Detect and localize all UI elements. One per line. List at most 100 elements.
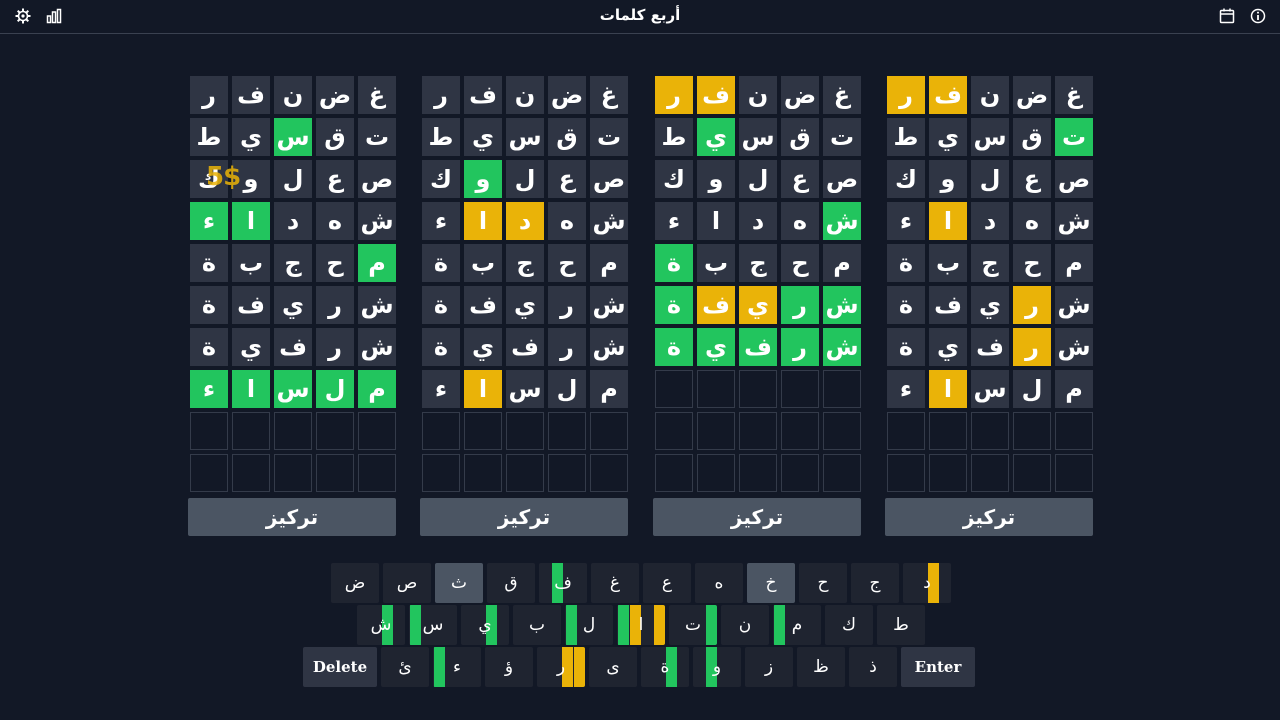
letter-tile: ج: [506, 244, 544, 282]
letter-tile: ص: [823, 160, 861, 198]
key[interactable]: ا: [617, 605, 665, 645]
stats-icon[interactable]: [46, 8, 62, 24]
letter-tile: ش: [590, 202, 628, 240]
letter-tile: ة: [190, 328, 228, 366]
delete-key[interactable]: Delete: [303, 647, 377, 687]
key[interactable]: ه: [695, 563, 743, 603]
empty-tile: [274, 454, 312, 492]
key[interactable]: ض: [331, 563, 379, 603]
letter-tile: ص: [358, 160, 396, 198]
key[interactable]: ف: [539, 563, 587, 603]
key[interactable]: ئ: [381, 647, 429, 687]
empty-tile: [464, 454, 502, 492]
key[interactable]: ي: [461, 605, 509, 645]
key-label: ع: [661, 573, 673, 593]
letter-tile: ي: [232, 328, 270, 366]
letter-tile: ح: [1013, 244, 1051, 282]
key[interactable]: ن: [721, 605, 769, 645]
focus-button[interactable]: تركيز: [188, 498, 396, 536]
key[interactable]: ظ: [797, 647, 845, 687]
empty-tile: [781, 454, 819, 492]
letter-tile: ي: [697, 118, 735, 156]
focus-button[interactable]: تركيز: [653, 498, 861, 536]
letter-tile: ر: [316, 286, 354, 324]
key[interactable]: ب: [513, 605, 561, 645]
key[interactable]: ذ: [849, 647, 897, 687]
letter-tile: ب: [697, 244, 735, 282]
letter-tile: س: [506, 370, 544, 408]
key[interactable]: غ: [591, 563, 639, 603]
calendar-icon[interactable]: [1219, 8, 1235, 24]
key-board-2-marker: [562, 647, 573, 687]
letter-tile: ر: [1013, 328, 1051, 366]
empty-tile: [1013, 412, 1051, 450]
key[interactable]: ء: [433, 647, 481, 687]
letter-tile: ق: [781, 118, 819, 156]
key-label: ئ: [398, 657, 412, 677]
key[interactable]: ك: [825, 605, 873, 645]
key[interactable]: ل: [565, 605, 613, 645]
key[interactable]: ؤ: [485, 647, 533, 687]
key[interactable]: ط: [877, 605, 925, 645]
key-label: ي: [478, 615, 492, 635]
letter-tile: ك: [887, 160, 925, 198]
empty-tile: [1055, 412, 1093, 450]
key[interactable]: خ: [747, 563, 795, 603]
key[interactable]: ر: [537, 647, 585, 687]
key[interactable]: ت: [669, 605, 717, 645]
letter-tile: ب: [232, 244, 270, 282]
letter-tile: ض: [781, 76, 819, 114]
letter-tile: ش: [358, 328, 396, 366]
letter-tile: ع: [548, 160, 586, 198]
key[interactable]: ش: [357, 605, 405, 645]
key[interactable]: ز: [745, 647, 793, 687]
key[interactable]: م: [773, 605, 821, 645]
empty-tile: [1013, 454, 1051, 492]
key[interactable]: ى: [589, 647, 637, 687]
letter-tile: ا: [929, 202, 967, 240]
key-label: ث: [451, 573, 468, 593]
info-icon[interactable]: [1250, 8, 1266, 24]
letter-tile: ت: [358, 118, 396, 156]
key[interactable]: ع: [643, 563, 691, 603]
key-board-1-marker: [706, 605, 717, 645]
empty-tile: [739, 370, 777, 408]
key-label: ه: [714, 573, 724, 593]
enter-key[interactable]: Enter: [901, 647, 975, 687]
key-label: ر: [556, 657, 566, 677]
letter-tile: ش: [823, 328, 861, 366]
key[interactable]: ج: [851, 563, 899, 603]
settings-icon[interactable]: [15, 8, 31, 24]
letter-tile: ش: [358, 202, 396, 240]
key[interactable]: ص: [383, 563, 431, 603]
letter-tile: ل: [316, 370, 354, 408]
letter-tile: ش: [823, 286, 861, 324]
key-label: ق: [504, 573, 518, 593]
letter-tile: س: [274, 370, 312, 408]
letter-tile: د: [739, 202, 777, 240]
focus-button[interactable]: تركيز: [420, 498, 628, 536]
letter-tile: ف: [739, 328, 777, 366]
key[interactable]: ق: [487, 563, 535, 603]
letter-tile: ض: [1013, 76, 1051, 114]
letter-tile: ء: [190, 370, 228, 408]
letter-tile: ن: [506, 76, 544, 114]
focus-button[interactable]: تركيز: [885, 498, 1093, 536]
letter-tile: ل: [739, 160, 777, 198]
key[interactable]: ح: [799, 563, 847, 603]
letter-tile: ة: [887, 244, 925, 282]
key[interactable]: ة: [641, 647, 689, 687]
letter-tile: ء: [655, 202, 693, 240]
letter-tile: ب: [464, 244, 502, 282]
key[interactable]: و: [693, 647, 741, 687]
empty-tile: [232, 454, 270, 492]
key[interactable]: س: [409, 605, 457, 645]
key[interactable]: د: [903, 563, 951, 603]
key[interactable]: ث: [435, 563, 483, 603]
letter-tile: ط: [887, 118, 925, 156]
